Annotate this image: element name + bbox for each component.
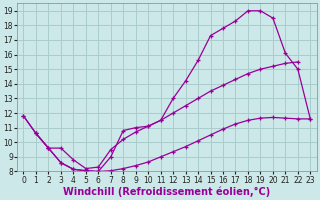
X-axis label: Windchill (Refroidissement éolien,°C): Windchill (Refroidissement éolien,°C) [63, 186, 270, 197]
